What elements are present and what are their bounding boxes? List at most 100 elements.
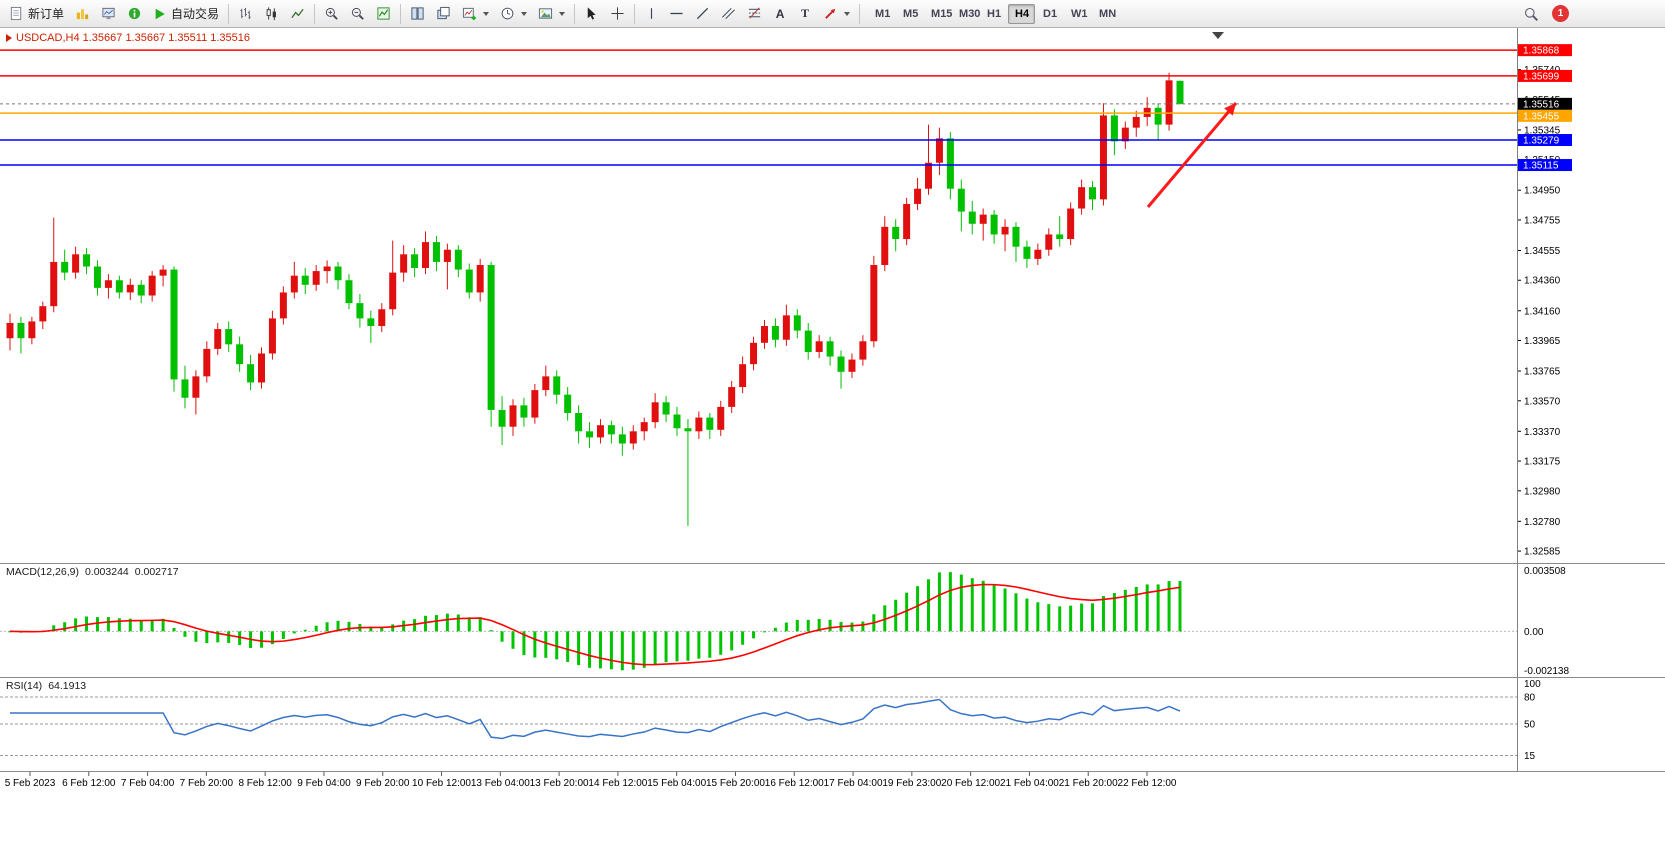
periods-button[interactable]: [495, 3, 532, 25]
timeframe-M5[interactable]: M5: [896, 4, 923, 24]
toolbar: 新订单 自动交易 A T: [0, 0, 1665, 28]
crosshair-icon: [610, 6, 625, 21]
new-order-label: 新订单: [28, 7, 65, 21]
chart-plot-area[interactable]: [0, 28, 1665, 843]
svg-text:7 Feb 20:00: 7 Feb 20:00: [180, 778, 234, 789]
svg-text:1.34360: 1.34360: [1524, 276, 1561, 287]
svg-text:15 Feb 04:00: 15 Feb 04:00: [647, 778, 706, 789]
templates-button[interactable]: [533, 3, 570, 25]
timeframe-W1[interactable]: W1: [1064, 4, 1091, 24]
vertical-line-icon: [645, 6, 658, 21]
svg-text:21 Feb 04:00: 21 Feb 04:00: [1000, 778, 1059, 789]
svg-text:13 Feb 04:00: 13 Feb 04:00: [471, 778, 530, 789]
svg-text:1.32780: 1.32780: [1524, 517, 1561, 528]
svg-text:9 Feb 04:00: 9 Feb 04:00: [297, 778, 351, 789]
notification-badge[interactable]: 1: [1552, 5, 1569, 22]
symbol-ohlc-header: USDCAD,H4 1.35667 1.35667 1.35511 1.3551…: [6, 32, 250, 44]
profiles-button[interactable]: [70, 3, 95, 25]
market-watch-button[interactable]: [96, 3, 121, 25]
label-tool-button[interactable]: T: [793, 3, 817, 25]
svg-text:15 Feb 20:00: 15 Feb 20:00: [706, 778, 765, 789]
trend-arrow-annotation[interactable]: [1146, 102, 1238, 208]
search-button[interactable]: [1518, 3, 1544, 25]
zoom-out-button[interactable]: [345, 3, 370, 25]
play-icon: [153, 7, 167, 21]
svg-text:0.003508: 0.003508: [1524, 566, 1566, 577]
svg-text:14 Feb 12:00: 14 Feb 12:00: [588, 778, 647, 789]
rsi-axis: 100 80 50 15: [1524, 679, 1541, 762]
trendline-button[interactable]: [690, 3, 715, 25]
label-tool-icon: T: [801, 6, 810, 20]
indicators-list-button[interactable]: [371, 3, 396, 25]
chevron-down-icon: [521, 11, 528, 16]
timeframe-M30[interactable]: M30: [952, 4, 980, 24]
timeframe-M1[interactable]: M1: [868, 4, 895, 24]
macd-label: MACD(12,26,9): [6, 566, 79, 578]
arrows-tool-button[interactable]: [818, 3, 855, 25]
rsi-label: RSI(14): [6, 680, 43, 692]
svg-text:13 Feb 20:00: 13 Feb 20:00: [530, 778, 589, 789]
macd-signal-line: [9, 583, 1181, 666]
svg-text:1.35455: 1.35455: [1523, 111, 1560, 122]
crosshair-button[interactable]: [605, 3, 630, 25]
data-window-button[interactable]: [122, 3, 147, 25]
svg-text:100: 100: [1524, 679, 1541, 690]
cursor-button[interactable]: [579, 3, 604, 25]
svg-text:8 Feb 12:00: 8 Feb 12:00: [238, 778, 292, 789]
search-icon: [1523, 6, 1539, 22]
fibonacci-icon: [747, 6, 762, 21]
timeframe-toolbar: M1 M5 M15 M30 H1 H4 D1 W1 MN: [868, 3, 1119, 24]
fibonacci-button[interactable]: [742, 3, 767, 25]
cursor-icon: [584, 6, 599, 21]
text-tool-icon: A: [775, 6, 785, 21]
svg-text:1.33965: 1.33965: [1524, 336, 1561, 347]
vertical-line-button[interactable]: [639, 3, 663, 25]
svg-text:22 Feb 12:00: 22 Feb 12:00: [1118, 778, 1177, 789]
svg-text:0.00: 0.00: [1524, 627, 1544, 638]
timeframe-D1[interactable]: D1: [1036, 4, 1063, 24]
zoom-out-icon: [350, 6, 365, 21]
toolbar-separator: [314, 3, 316, 24]
svg-text:21 Feb 20:00: 21 Feb 20:00: [1059, 778, 1118, 789]
svg-text:50: 50: [1524, 720, 1536, 731]
toolbar-separator: [574, 3, 576, 24]
cascade-windows-button[interactable]: [431, 3, 456, 25]
horizontal-line-button[interactable]: [664, 3, 689, 25]
channel-button[interactable]: [716, 3, 741, 25]
text-tool-button[interactable]: A: [768, 3, 792, 25]
svg-text:10 Feb 12:00: 10 Feb 12:00: [412, 778, 471, 789]
chart-area[interactable]: 1.357401.355451.353451.351501.349501.347…: [0, 28, 1665, 843]
svg-text:17 Feb 04:00: 17 Feb 04:00: [824, 778, 883, 789]
macd-header: MACD(12,26,9) 0.003244 0.002717: [6, 566, 179, 578]
toolbar-separator: [400, 3, 402, 24]
candlestick-chart-button[interactable]: [259, 3, 284, 25]
timeframe-H1[interactable]: H1: [980, 4, 1007, 24]
line-chart-button[interactable]: [285, 3, 310, 25]
market-watch-icon: [101, 6, 116, 21]
new-chart-button[interactable]: [457, 3, 494, 25]
trendline-icon: [695, 6, 710, 21]
tile-windows-button[interactable]: [405, 3, 430, 25]
chart-canvas[interactable]: 1.357401.355451.353451.351501.349501.347…: [0, 28, 1665, 843]
svg-text:1.34755: 1.34755: [1524, 215, 1561, 226]
svg-text:1.33765: 1.33765: [1524, 367, 1561, 378]
timeframe-H4[interactable]: H4: [1008, 3, 1036, 24]
toolbar-separator: [859, 3, 861, 24]
chevron-down-icon: [559, 11, 566, 16]
svg-text:1.35699: 1.35699: [1523, 71, 1560, 82]
autotrade-button[interactable]: 自动交易: [148, 3, 224, 25]
chart-shift-marker[interactable]: [1212, 32, 1224, 39]
timeframe-M15[interactable]: M15: [924, 4, 952, 24]
candlesticks: [6, 72, 1184, 526]
macd-histogram: [8, 572, 1182, 671]
svg-text:9 Feb 20:00: 9 Feb 20:00: [356, 778, 410, 789]
new-order-button[interactable]: 新订单: [4, 3, 69, 25]
timeframe-MN[interactable]: MN: [1092, 4, 1119, 24]
template-image-icon: [538, 6, 553, 21]
svg-text:1.33370: 1.33370: [1524, 427, 1561, 438]
bar-chart-button[interactable]: [233, 3, 258, 25]
svg-text:1.35868: 1.35868: [1523, 46, 1560, 57]
zoom-in-button[interactable]: [319, 3, 344, 25]
bar-chart-icon: [238, 6, 253, 21]
